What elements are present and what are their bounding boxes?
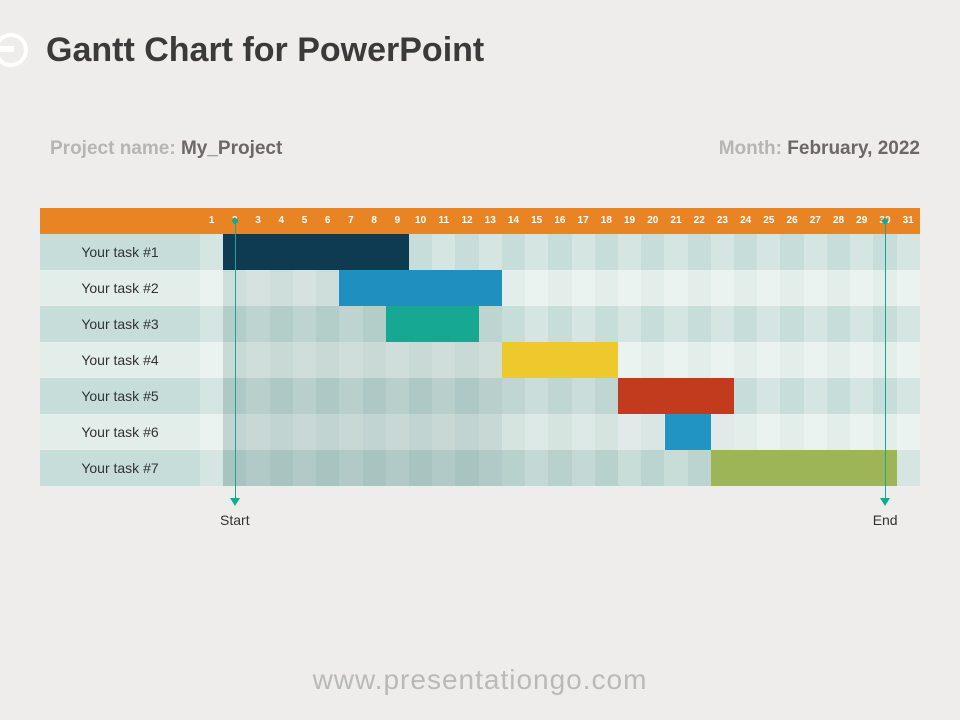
gantt-row-track <box>200 270 920 306</box>
gantt-row: Your task #4 <box>40 342 920 378</box>
gantt-chart: 1234567891011121314151617181920212223242… <box>40 208 920 486</box>
gantt-bar <box>618 378 734 414</box>
project-label: Project name: <box>50 138 181 159</box>
task-label: Your task #6 <box>40 414 200 450</box>
day-header: 4 <box>270 208 293 234</box>
day-header: 26 <box>780 208 803 234</box>
task-label: Your task #5 <box>40 378 200 414</box>
gantt-row-track <box>200 378 920 414</box>
gantt-header-spacer <box>40 208 200 234</box>
day-header: 21 <box>664 208 687 234</box>
task-label: Your task #2 <box>40 270 200 306</box>
day-header: 30 <box>873 208 896 234</box>
gantt-row: Your task #2 <box>40 270 920 306</box>
footer-url: www.presentationgo.com <box>0 664 960 696</box>
marker-arrow-icon <box>880 498 890 506</box>
day-header: 17 <box>572 208 595 234</box>
gantt-header-days: 1234567891011121314151617181920212223242… <box>200 208 920 234</box>
day-header: 5 <box>293 208 316 234</box>
day-header: 16 <box>548 208 571 234</box>
day-header: 22 <box>688 208 711 234</box>
gantt-shadow <box>223 342 502 378</box>
slide: Gantt Chart for PowerPoint Project name:… <box>0 0 960 720</box>
day-header: 8 <box>363 208 386 234</box>
gantt-bar <box>502 342 618 378</box>
project-value: My_Project <box>181 138 282 159</box>
day-header: 14 <box>502 208 525 234</box>
day-header: 2 <box>223 208 246 234</box>
gantt-row: Your task #6 <box>40 414 920 450</box>
task-label: Your task #7 <box>40 450 200 486</box>
gantt-shadow <box>223 450 502 486</box>
day-header: 6 <box>316 208 339 234</box>
day-header: 28 <box>827 208 850 234</box>
gantt-row: Your task #5 <box>40 378 920 414</box>
day-header: 9 <box>386 208 409 234</box>
day-header: 10 <box>409 208 432 234</box>
task-label: Your task #3 <box>40 306 200 342</box>
gantt-shadow <box>502 414 618 450</box>
gantt-bar <box>339 270 502 306</box>
gantt-bar <box>386 306 479 342</box>
task-label: Your task #4 <box>40 342 200 378</box>
title-row: Gantt Chart for PowerPoint <box>0 0 960 78</box>
meta-row: Project name: My_Project Month: February… <box>0 78 960 160</box>
gantt-bar <box>665 414 711 450</box>
day-header: 20 <box>641 208 664 234</box>
gantt-row: Your task #3 <box>40 306 920 342</box>
day-header: 25 <box>757 208 780 234</box>
day-header: 29 <box>850 208 873 234</box>
day-header: 15 <box>525 208 548 234</box>
gantt-shadow <box>223 414 502 450</box>
gantt-row-track <box>200 306 920 342</box>
slide-title: Gantt Chart for PowerPoint <box>46 31 484 70</box>
marker-label: End <box>860 512 910 528</box>
day-header: 11 <box>432 208 455 234</box>
gantt-row-track <box>200 450 920 486</box>
day-header: 19 <box>618 208 641 234</box>
gantt-shadow <box>502 378 618 414</box>
gantt-row: Your task #1 <box>40 234 920 270</box>
gantt-bar <box>223 234 409 270</box>
gantt-row-track <box>200 342 920 378</box>
gantt-row: Your task #7 <box>40 450 920 486</box>
gantt-header: 1234567891011121314151617181920212223242… <box>40 208 920 234</box>
day-header: 18 <box>595 208 618 234</box>
day-header: 7 <box>339 208 362 234</box>
gantt-rows: Your task #1Your task #2Your task #3Your… <box>40 234 920 486</box>
marker-label: Start <box>210 512 260 528</box>
gantt-shadow <box>223 378 502 414</box>
gantt-row-track <box>200 414 920 450</box>
day-header: 24 <box>734 208 757 234</box>
month-meta: Month: February, 2022 <box>719 138 920 160</box>
gantt-row-track <box>200 234 920 270</box>
month-value: February, 2022 <box>787 138 920 159</box>
project-meta: Project name: My_Project <box>50 138 282 160</box>
task-label: Your task #1 <box>40 234 200 270</box>
day-header: 3 <box>246 208 269 234</box>
title-decor-ring-icon <box>0 33 28 67</box>
marker-arrow-icon <box>230 498 240 506</box>
month-label: Month: <box>719 138 788 159</box>
day-header: 13 <box>479 208 502 234</box>
day-header: 27 <box>804 208 827 234</box>
gantt-shadow <box>502 450 618 486</box>
day-header: 31 <box>897 208 920 234</box>
day-header: 12 <box>455 208 478 234</box>
gantt-bar <box>711 450 897 486</box>
day-header: 1 <box>200 208 223 234</box>
day-header: 23 <box>711 208 734 234</box>
